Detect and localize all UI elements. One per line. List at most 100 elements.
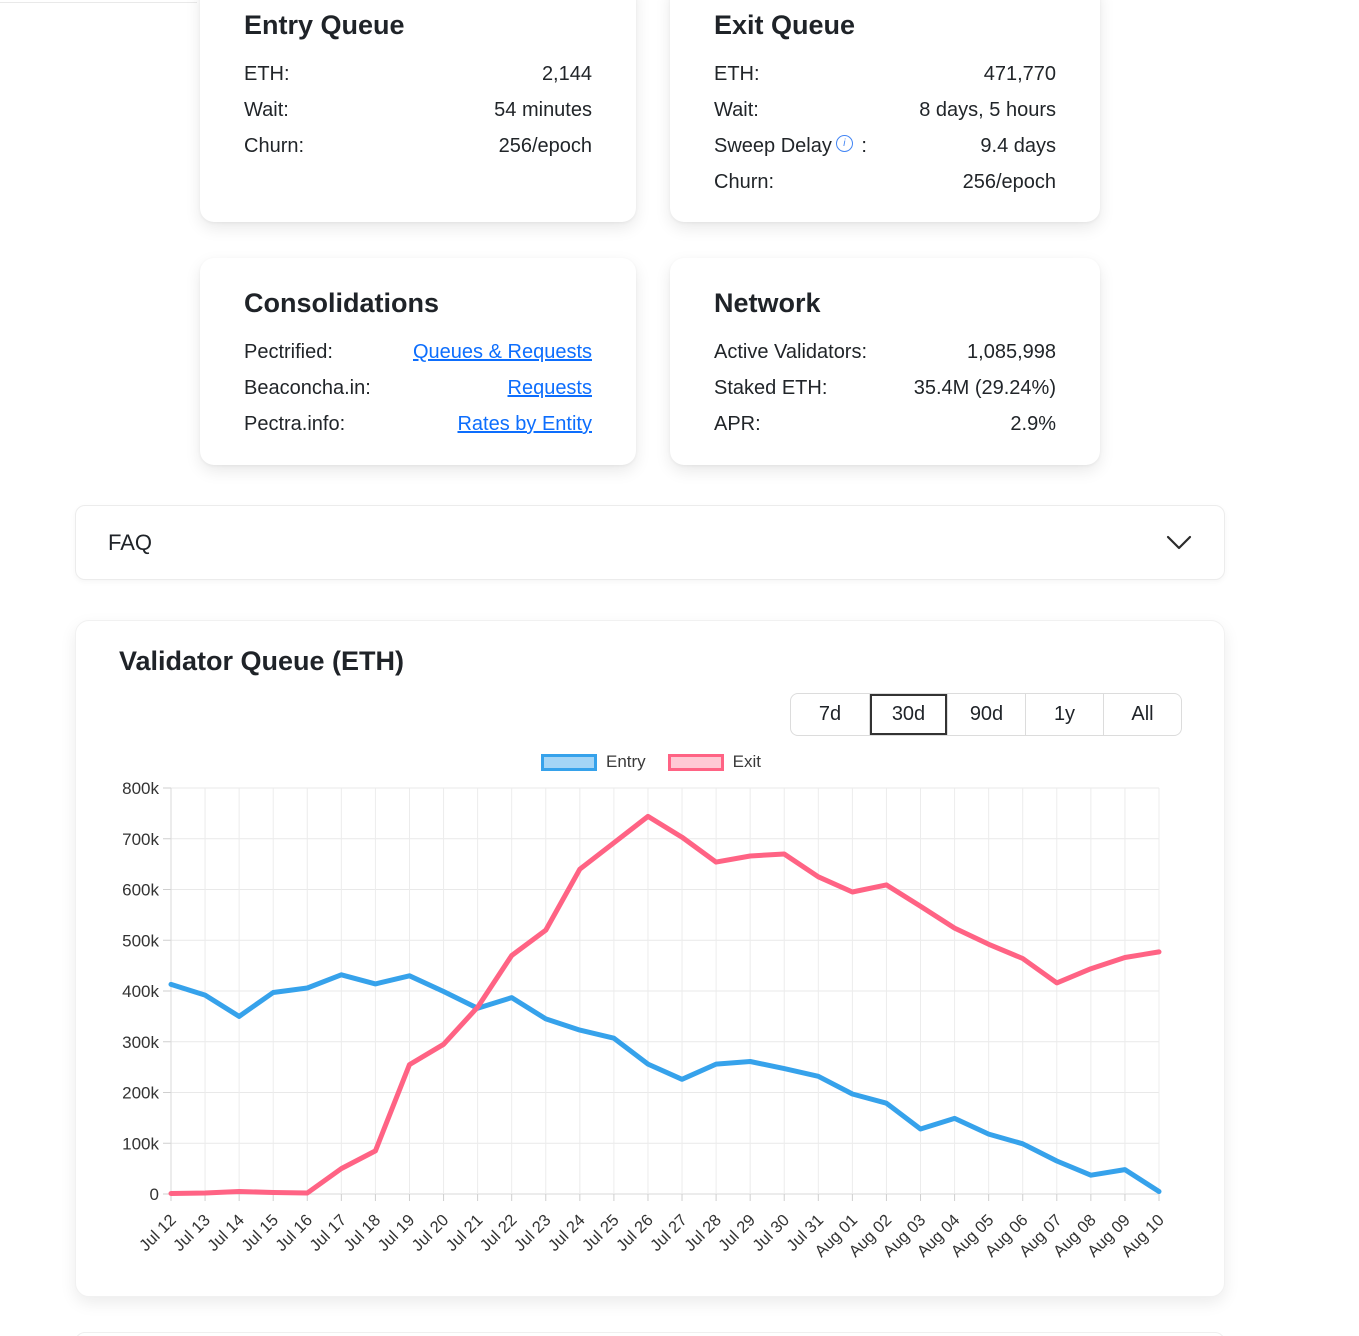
- row-value: 1,085,998: [967, 341, 1056, 363]
- card-row: Pectrified: Queues & Requests: [244, 334, 592, 370]
- consolidations-card: Consolidations Pectrified: Queues & Reque…: [200, 258, 636, 465]
- svg-text:Jul 23: Jul 23: [511, 1211, 555, 1255]
- svg-text:Jul 27: Jul 27: [647, 1211, 691, 1255]
- row-label: Churn:: [714, 171, 775, 193]
- row-label: Beaconcha.in:: [244, 377, 371, 399]
- chevron-down-icon: [1166, 535, 1192, 550]
- row-link[interactable]: Queues & Requests: [413, 341, 592, 363]
- row-label: Pectra.info:: [244, 413, 346, 435]
- legend-swatch-icon: [540, 753, 597, 771]
- chart-title: Validator Queue (ETH): [119, 646, 405, 676]
- legend-label: Entry: [605, 752, 646, 771]
- svg-text:Jul 24: Jul 24: [545, 1211, 589, 1255]
- svg-text:600k: 600k: [122, 881, 159, 900]
- row-link[interactable]: Rates by Entity: [457, 413, 592, 435]
- row-value: 35.4M (29.24%): [913, 377, 1056, 399]
- chart-legend: Entry Exit: [76, 752, 1226, 772]
- network-title: Network: [714, 288, 821, 318]
- range-1y-button[interactable]: 1y: [1025, 694, 1103, 735]
- entry-queue-title: Entry Queue: [244, 10, 405, 40]
- svg-text:Jul 20: Jul 20: [409, 1211, 453, 1255]
- faq-accordion[interactable]: FAQ: [75, 505, 1225, 580]
- svg-text:200k: 200k: [122, 1084, 159, 1103]
- card-row: Wait: 54 minutes: [244, 92, 592, 128]
- row-value: 256/epoch: [962, 171, 1056, 193]
- legend-item-exit[interactable]: Exit: [667, 752, 762, 772]
- row-label: Wait:: [714, 99, 759, 121]
- row-label: Sweep Delay i :: [714, 135, 867, 157]
- next-section-card-edge: [75, 1332, 1225, 1336]
- card-row: Active Validators: 1,085,998: [714, 334, 1056, 370]
- row-value: 2.9%: [1010, 413, 1056, 435]
- row-value: 54 minutes: [494, 99, 592, 121]
- row-value: 2,144: [541, 63, 592, 85]
- consolidations-rows: Pectrified: Queues & Requests Beaconcha.in…: [244, 334, 592, 442]
- card-row: APR: 2.9%: [714, 406, 1056, 442]
- svg-text:Jul 30: Jul 30: [749, 1211, 793, 1255]
- consolidations-title: Consolidations: [244, 288, 439, 318]
- range-30d-button[interactable]: 30d: [869, 694, 947, 735]
- range-all-button[interactable]: All: [1103, 694, 1181, 735]
- row-link[interactable]: Requests: [507, 377, 593, 399]
- top-section-divider: [0, 2, 197, 3]
- row-label: Pectrified:: [244, 341, 333, 363]
- card-row: ETH: 471,770: [714, 56, 1056, 92]
- row-label: Churn:: [244, 135, 305, 157]
- svg-text:400k: 400k: [122, 982, 159, 1001]
- info-icon[interactable]: i: [835, 135, 853, 152]
- svg-text:Jul 26: Jul 26: [613, 1211, 657, 1255]
- faq-label: FAQ: [108, 529, 153, 555]
- svg-text:Jul 18: Jul 18: [340, 1211, 384, 1255]
- row-value: 8 days, 5 hours: [919, 99, 1056, 121]
- row-label: APR:: [714, 413, 761, 435]
- svg-text:Jul 13: Jul 13: [170, 1211, 214, 1255]
- entry-queue-card: Entry Queue ETH: 2,144 Wait: 54 minutes Chur…: [200, 0, 636, 222]
- card-row: Wait: 8 days, 5 hours: [714, 92, 1056, 128]
- row-label: Staked ETH:: [714, 377, 828, 399]
- svg-text:0: 0: [150, 1185, 159, 1204]
- svg-text:Jul 16: Jul 16: [272, 1211, 316, 1255]
- svg-text:Jul 22: Jul 22: [477, 1211, 521, 1255]
- svg-text:Jul 21: Jul 21: [443, 1211, 487, 1255]
- legend-label: Exit: [732, 752, 762, 771]
- svg-text:Jul 25: Jul 25: [579, 1211, 623, 1255]
- row-value: 9.4 days: [980, 135, 1056, 157]
- svg-text:Jul 12: Jul 12: [136, 1211, 180, 1255]
- exit-queue-title: Exit Queue: [714, 10, 856, 40]
- card-row: Pectra.info: Rates by Entity: [244, 406, 592, 442]
- svg-text:Jul 17: Jul 17: [306, 1211, 350, 1255]
- card-row: Churn: 256/epoch: [714, 164, 1056, 200]
- card-row: Churn: 256/epoch: [244, 128, 592, 164]
- legend-swatch-icon: [667, 753, 724, 771]
- card-row: Staked ETH: 35.4M (29.24%): [714, 370, 1056, 406]
- card-row: Sweep Delay i : 9.4 days: [714, 128, 1056, 164]
- row-value: 471,770: [983, 63, 1056, 85]
- svg-text:100k: 100k: [122, 1134, 159, 1153]
- svg-text:300k: 300k: [122, 1033, 159, 1052]
- svg-text:Jul 28: Jul 28: [681, 1211, 725, 1255]
- svg-text:500k: 500k: [122, 931, 159, 950]
- network-card: Network Active Validators: 1,085,998 Stake…: [670, 258, 1100, 465]
- legend-item-entry[interactable]: Entry: [540, 752, 646, 772]
- card-row: Beaconcha.in: Requests: [244, 370, 592, 406]
- validator-queue-card: Validator Queue (ETH) 7d 30d 90d 1y All Entr…: [75, 620, 1225, 1297]
- exit-queue-rows: ETH: 471,770 Wait: 8 days, 5 hours Sweep Del…: [714, 56, 1056, 200]
- svg-text:700k: 700k: [122, 830, 159, 849]
- svg-text:Jul 14: Jul 14: [204, 1211, 248, 1255]
- row-label: Wait:: [244, 99, 289, 121]
- row-label: ETH:: [714, 63, 760, 85]
- network-rows: Active Validators: 1,085,998 Staked ETH: 35…: [714, 334, 1056, 442]
- time-range-group: 7d 30d 90d 1y All: [790, 693, 1182, 736]
- row-label: ETH:: [244, 63, 290, 85]
- svg-text:Jul 15: Jul 15: [238, 1211, 282, 1255]
- row-label: Active Validators:: [714, 341, 868, 363]
- range-7d-button[interactable]: 7d: [791, 694, 869, 735]
- range-90d-button[interactable]: 90d: [947, 694, 1025, 735]
- svg-text:Jul 29: Jul 29: [715, 1211, 759, 1255]
- row-value: 256/epoch: [498, 135, 592, 157]
- svg-text:800k: 800k: [122, 779, 159, 798]
- entry-queue-rows: ETH: 2,144 Wait: 54 minutes Churn: 256/epoch: [244, 56, 592, 164]
- exit-queue-card: Exit Queue ETH: 471,770 Wait: 8 days, 5 hou…: [670, 0, 1100, 222]
